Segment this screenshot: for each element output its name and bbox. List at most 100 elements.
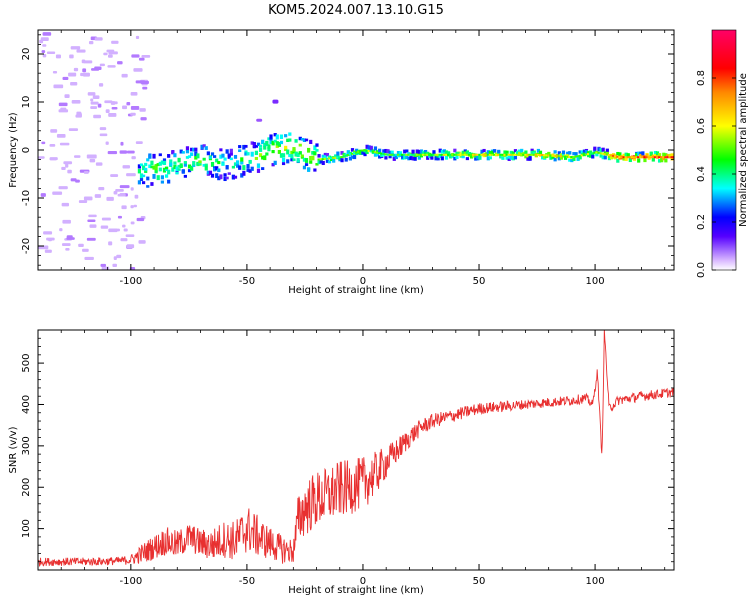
spectrogram-ridge-core (655, 156, 660, 159)
spectrogram-noise-speck (88, 214, 97, 218)
spectrogram-ridge-cell (513, 149, 518, 153)
spectrogram-ridge-cell (219, 154, 223, 159)
spectrogram-ridge-core (478, 153, 482, 156)
colorbar: 0.0 0.2 0.4 0.6 0.8 Normalized spectral ampl… (696, 29, 749, 278)
spectrogram-ridge-cell (653, 154, 658, 159)
spectrogram-ridge-core (386, 153, 390, 156)
spectrogram-ridge-core (449, 153, 453, 156)
snr-x-tick-label: 100 (586, 576, 605, 587)
spectrogram-noise-speck (111, 40, 119, 44)
spectrogram-ridge-cell (486, 156, 490, 161)
spectrogram-ridge-cell (668, 153, 672, 158)
colorbar-tick-label: 0.4 (696, 166, 707, 182)
spectrogram-ridge-core (415, 153, 419, 156)
spectrogram-ridge-cell (428, 154, 432, 158)
spectrogram-noise-speck (53, 84, 64, 89)
spectrogram-ridge-cell (279, 153, 284, 158)
spectrogram-noise-speck (50, 129, 58, 133)
spectrogram-ridge-cell (461, 150, 465, 155)
spectrogram-noise-speck (101, 217, 111, 221)
spectrogram-noise-speck (106, 196, 114, 201)
spectrogram-noise-speck (130, 205, 134, 209)
spectrogram-ridge-cell (497, 149, 501, 154)
spectrogram-ridge-cell (607, 156, 612, 161)
spectrogram-noise-speck (92, 95, 100, 99)
spectrogram-ridge-cell (580, 150, 584, 154)
spectrogram-ridge-cell (221, 153, 225, 158)
snr-y-tick-label: 100 (21, 519, 32, 538)
spectrogram-ridge-cell (229, 148, 233, 154)
spectrogram-ridge-cell (154, 170, 158, 174)
spectrogram-noise-speck (46, 237, 55, 241)
spectrogram-ridge-cell (424, 149, 428, 154)
spectrogram-ridge-cell (463, 151, 467, 156)
spectrogram-ridge-cell (146, 158, 150, 162)
spectrogram-ridge-core (340, 155, 344, 158)
spectrogram-noise-speck (136, 217, 145, 222)
spectrogram-ridge-core (419, 153, 424, 156)
spectrogram-ridge-cell (175, 171, 179, 175)
spectrogram-ridge-cell (467, 151, 472, 156)
spectrogram-ridge-core (522, 153, 526, 156)
spectrogram-noise-speck (108, 113, 117, 117)
spectrogram-ridge-core (323, 157, 327, 160)
spectrogram-ridge-core (348, 153, 353, 156)
spectrogram-ridge-cell (503, 150, 507, 155)
spectrogram-ridge-cell (632, 157, 637, 161)
spectrogram-ridge-cell (175, 166, 179, 172)
spectrogram-ridge-cell (419, 149, 424, 154)
spectrogram-ridge-cell (231, 165, 236, 169)
spectrogram-ridge-cell (179, 149, 183, 154)
spectrogram-ridge-cell (520, 148, 524, 153)
spectrogram-ridge-cell (169, 162, 173, 167)
spectrogram-ridge-cell (215, 158, 219, 163)
spectrogram-ridge-core (457, 153, 461, 156)
spectrogram-ridge-cell (622, 156, 626, 161)
spectrogram-ridge-cell (238, 165, 242, 170)
spectrogram-noise-speck (62, 243, 71, 247)
spectrogram-noise-speck (91, 68, 100, 71)
figure-title: KOM5.2024.007.13.10.G15 (268, 3, 444, 18)
spectrogram-ridge-cell (396, 150, 401, 155)
spectrogram-ridge-cell (190, 147, 194, 152)
spectrogram-noise-speck (81, 59, 86, 64)
spectrogram-noise-speck (135, 80, 146, 84)
spectrogram-noise-speck (95, 162, 103, 166)
spectrogram-ridge-cell (277, 150, 281, 154)
spectrogram-ridge-cell (641, 154, 645, 159)
spectrogram-ridge-cell (507, 157, 511, 161)
snr-y-ticks: 100 200 300 400 500 (21, 329, 674, 571)
snr-y-tick-label: 200 (21, 478, 32, 497)
spectrogram-ridge-core (586, 153, 591, 156)
spectrogram-ridge-cell (275, 144, 279, 148)
spectrogram-ridge-cell (432, 150, 436, 154)
spectrogram-ridge-cell (162, 167, 167, 173)
spectrogram-ridge-core (357, 150, 361, 153)
spectrogram-ridge-cell (572, 156, 576, 162)
spectrogram-noise-speck (138, 57, 145, 61)
spectrogram-ridge-cell (384, 156, 388, 160)
spectrogram-ridge-core (378, 152, 382, 155)
spectrogram-ridge-cell (288, 154, 292, 158)
spectrogram-ridge-cell (319, 160, 323, 164)
spectrogram-ridge-cell (284, 145, 288, 150)
spectrogram-noise-speck (135, 35, 140, 39)
spectrogram-ridge-cell (572, 152, 576, 156)
spectrogram-ridge-cell (622, 153, 626, 158)
spectrogram-ridge-cell (624, 152, 628, 157)
spectrogram-noise-speck (58, 186, 68, 190)
spectrogram-ridge-cell (304, 163, 309, 166)
spectrogram-ridge-cell (261, 155, 265, 160)
spectrogram-noise-speck (56, 133, 66, 138)
spectrogram-noise-speck (69, 54, 74, 59)
spectrogram-ridge-cell (553, 150, 557, 154)
spectrogram-ridge-cell (378, 148, 382, 153)
spectrogram-ridge-cell (438, 148, 442, 153)
spectrogram-noise-speck (105, 109, 110, 113)
spectrogram-ridge-cell (215, 173, 219, 178)
spectrogram-ridge-cell (238, 149, 242, 152)
spectrogram-marks (38, 32, 674, 270)
spectrogram-ridge-cell (284, 134, 288, 138)
spectrogram-noise-speck (83, 60, 93, 64)
